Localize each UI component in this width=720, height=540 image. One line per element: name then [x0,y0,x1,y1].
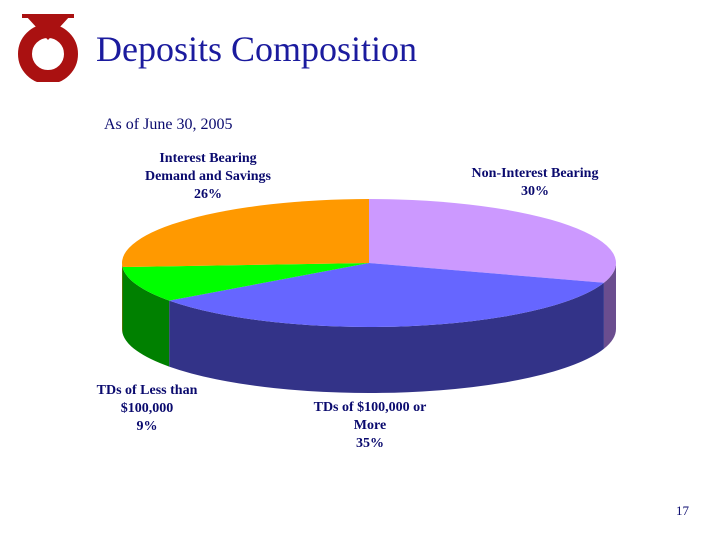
label-non-interest-bearing: Non-Interest Bearing 30% [445,165,625,201]
slide-title: Deposits Composition [96,29,418,69]
pie-slice-non-interest-bearing [369,199,616,283]
page-number: 17 [676,503,689,518]
label-line: Interest Bearing [159,151,257,166]
label-line: Non-Interest Bearing [471,166,599,181]
label-tds-100k-or-more: TDs of $100,000 or More 35% [280,399,460,453]
pie-side-non-interest-bearing [603,263,616,349]
label-line: More [353,418,387,433]
pie-side-tds-of-100-000-or-more [169,282,604,394]
label-interest-bearing-demand-savings: Interest Bearing Demand and Savings 26% [118,150,298,204]
pie-slice-tds-of-100-000-or-more [169,263,604,328]
label-line: $100,000 [120,401,174,416]
label-line: 26% [194,187,222,202]
pie-side-tds-of-less-than-100-000 [122,267,170,367]
label-line: 35% [356,436,384,451]
label-tds-less-than-100k: TDs of Less than $100,000 9% [72,382,222,436]
label-line: TDs of Less than [96,383,198,398]
chart-date-subtitle: As of June 30, 2005 [104,116,233,133]
pie-slice-interest-bearing-demand-and-savings [122,199,369,268]
label-line: Demand and Savings [144,169,272,184]
pie-slice-tds-of-less-than-100-000 [122,263,369,301]
label-line: 30% [521,184,549,199]
label-line: 9% [136,419,158,434]
label-line: TDs of $100,000 or [313,400,427,415]
company-logo [18,14,78,82]
